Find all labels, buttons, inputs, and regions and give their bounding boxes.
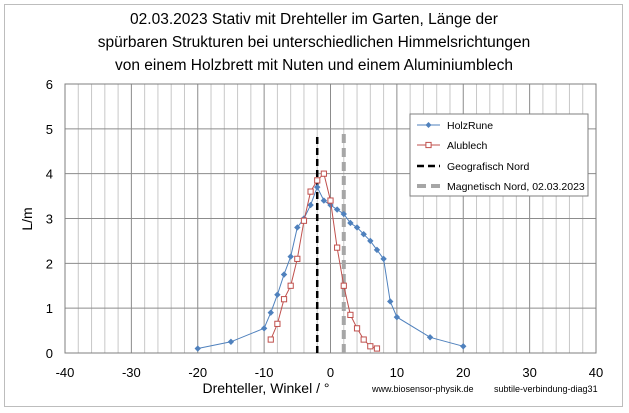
legend-label-alublech: Alublech — [447, 140, 487, 152]
data-point — [334, 244, 341, 251]
data-point — [280, 271, 288, 278]
chart-frame — [4, 4, 623, 407]
chart-title-line-1: 02.03.2023 Stativ mit Drehteller im Gart… — [130, 11, 498, 28]
data-point — [287, 253, 294, 260]
plot-area-border — [64, 83, 597, 354]
x-tick-label: 40 — [589, 365, 603, 380]
x-tick-label: 10 — [390, 365, 404, 380]
chart-title-line-2: spürbaren Strukturen bei unterschiedlich… — [98, 34, 531, 51]
data-point — [314, 183, 321, 191]
data-point — [340, 282, 347, 289]
data-point — [360, 230, 367, 238]
data-point — [380, 255, 387, 263]
series-0 — [194, 183, 467, 352]
data-point — [426, 334, 434, 341]
data-point — [267, 336, 274, 343]
legend-marker-holzrune — [425, 122, 432, 128]
data-point — [294, 255, 301, 262]
data-point — [274, 291, 281, 298]
legend-box — [409, 113, 589, 197]
data-point — [373, 345, 381, 352]
data-point — [353, 325, 361, 332]
reference-lines — [315, 128, 346, 353]
x-tick-label: 30 — [522, 365, 536, 380]
data-point — [280, 296, 288, 303]
chart-title-line-3: von einem Holzbrett mit Nuten und einem … — [115, 57, 513, 74]
legend-label-geografisch-nord: Geografisch Nord — [447, 161, 529, 173]
y-tick-label: 1 — [46, 301, 53, 316]
data-point — [320, 197, 328, 204]
data-point — [360, 336, 367, 343]
x-tick-label: -10 — [255, 365, 274, 380]
data-point — [347, 219, 354, 227]
data-point — [274, 320, 281, 327]
y-tick-label: 4 — [46, 167, 53, 182]
x-tick-label: 0 — [327, 365, 334, 380]
x-axis-label: Drehteller, Winkel / ° — [203, 380, 330, 396]
x-tick-label: 20 — [456, 365, 470, 380]
y-tick-label: 5 — [46, 122, 53, 137]
data-point — [194, 345, 201, 352]
y-tick-label: 3 — [46, 212, 53, 227]
y-tick-label: 6 — [46, 77, 53, 92]
legend-marker-alublech — [425, 141, 432, 149]
series-1 — [267, 170, 381, 352]
data-point — [340, 210, 347, 218]
data-point — [460, 343, 467, 350]
y-tick-label: 2 — [46, 256, 53, 271]
x-tick-label: -40 — [56, 365, 75, 380]
data-point — [327, 197, 334, 204]
data-point — [333, 206, 341, 213]
legend: HolzRune Alublech Geografisch Nord Magnetis… — [409, 113, 589, 197]
data-point — [260, 325, 268, 332]
data-point — [287, 282, 294, 289]
data-point — [300, 217, 308, 224]
data-point — [367, 237, 374, 245]
data-point — [320, 170, 327, 177]
data-point — [314, 177, 321, 184]
series-layer — [194, 170, 467, 352]
data-point — [267, 309, 274, 316]
data-point — [353, 224, 361, 231]
x-tick-label: -30 — [122, 365, 141, 380]
data-point — [373, 246, 381, 254]
y-tick-label: 0 — [46, 346, 53, 361]
data-point — [347, 311, 354, 318]
x-tick-label: -20 — [188, 365, 207, 380]
data-point — [294, 224, 301, 231]
data-point — [227, 338, 235, 345]
y-axis-label: L/m — [19, 207, 35, 230]
data-point — [307, 201, 314, 209]
data-point — [307, 188, 314, 195]
legend-label-magnetisch-nord: Magnetisch Nord, 02.03.2023 — [447, 181, 585, 193]
legend-label-holzrune: HolzRune — [447, 120, 493, 132]
website-note: www.biosensor-physik.de — [371, 384, 474, 394]
tick-labels: -40 -30 -20 -10 0 10 20 30 40 0 1 2 3 4 5 6 — [46, 77, 603, 380]
data-point — [393, 313, 401, 321]
diagram-id-note: subtile-verbindung-diag31 — [494, 384, 598, 394]
data-point — [367, 343, 374, 350]
data-point — [387, 298, 394, 305]
